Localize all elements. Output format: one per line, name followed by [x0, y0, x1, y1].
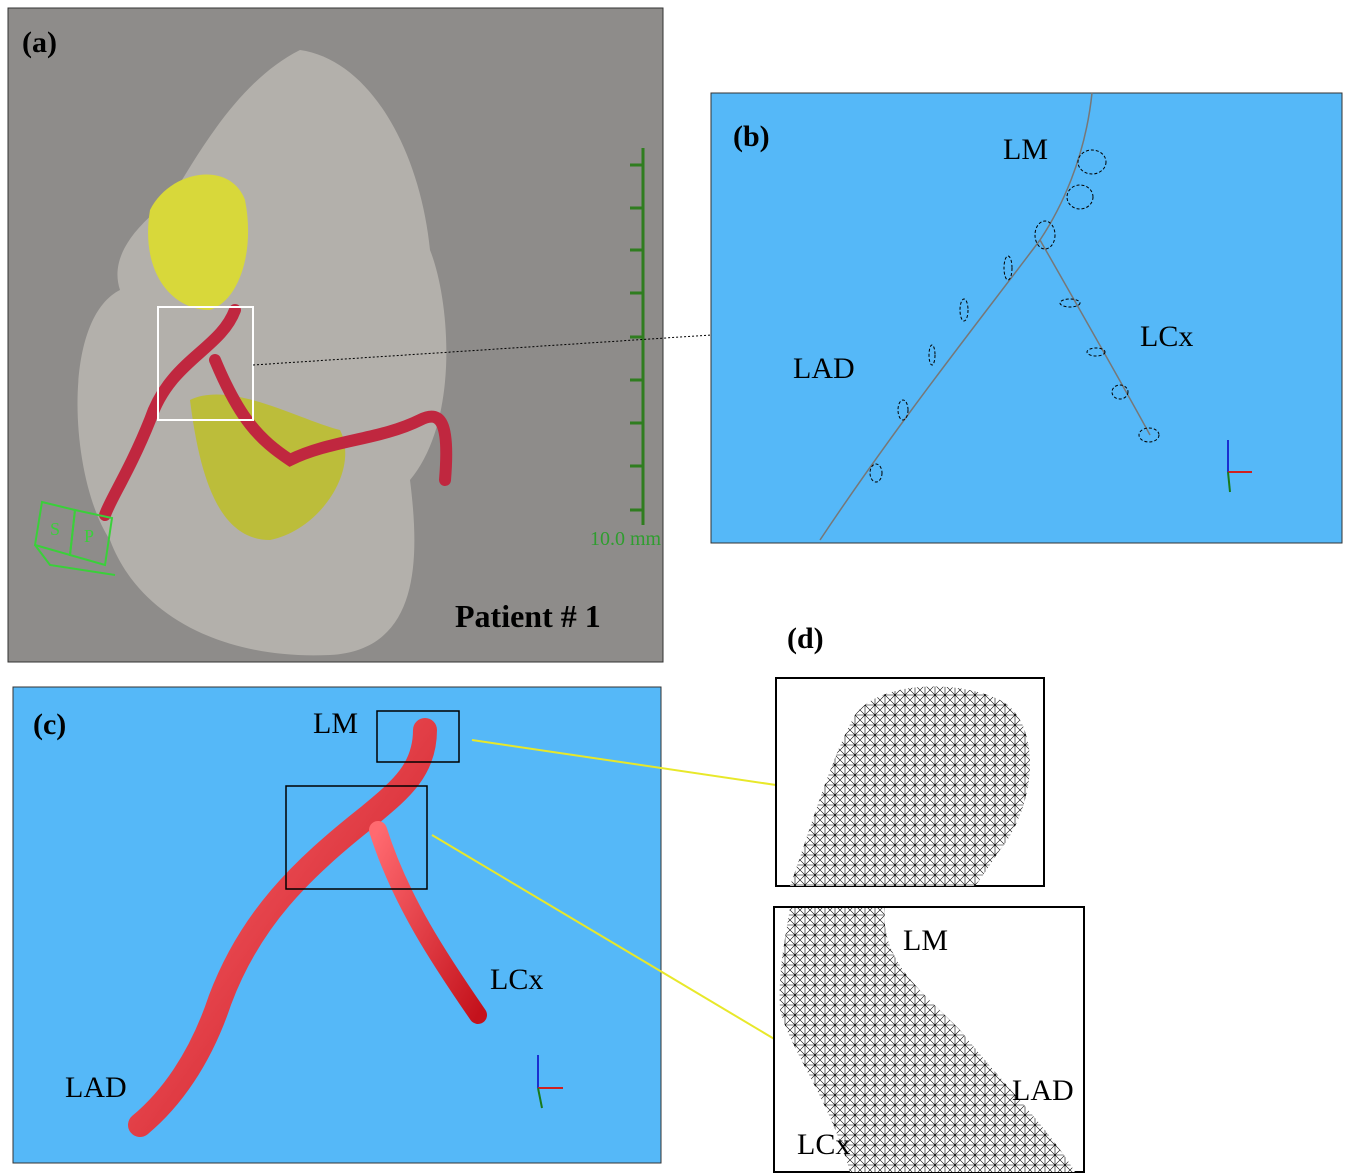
orientation-p: P	[84, 526, 94, 546]
panel-label: (c)	[33, 708, 66, 741]
figure: 10.0 mm S P (a) Patient # 1 (b) LM LCx L…	[0, 0, 1350, 1174]
panel-c: (c) LM LCx LAD	[13, 687, 661, 1163]
vessel-label: LAD	[793, 352, 855, 385]
caption: Patient # 1	[455, 598, 601, 634]
vessel-label: LCx	[1140, 320, 1193, 353]
vessel-label: LAD	[1012, 1074, 1074, 1107]
page: 10.0 mm S P (a) Patient # 1 (b) LM LCx L…	[0, 0, 1350, 1174]
panel-a: 10.0 mm S P (a) Patient # 1	[8, 8, 663, 662]
vessel-label: LCx	[490, 963, 543, 996]
panel-label: (d)	[787, 622, 824, 655]
vessel-label: LCx	[797, 1128, 850, 1161]
panel-label: (b)	[733, 120, 770, 153]
panel-label: (a)	[22, 26, 57, 59]
vessel-label: LM	[1003, 133, 1048, 166]
orientation-s: S	[50, 519, 60, 539]
vessel-label: LM	[903, 924, 948, 957]
vessel-label: LM	[313, 707, 358, 740]
scale-label: 10.0 mm	[590, 528, 662, 550]
panel-d: (d) LM LAD LCx	[774, 622, 1084, 1172]
panel-b: (b) LM LCx LAD	[711, 93, 1342, 543]
vessel-label: LAD	[65, 1071, 127, 1104]
